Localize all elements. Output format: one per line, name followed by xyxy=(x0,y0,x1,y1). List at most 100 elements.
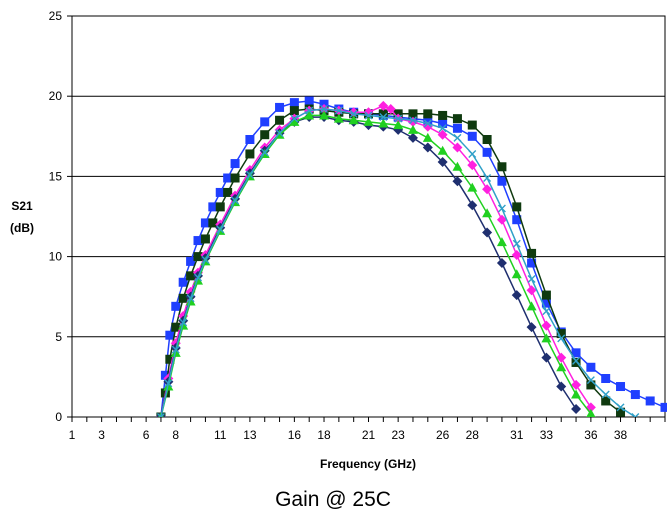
data-point xyxy=(497,162,507,172)
data-point xyxy=(178,277,188,287)
x-tick-label: 36 xyxy=(584,428,598,442)
data-point xyxy=(378,100,389,111)
data-point xyxy=(482,147,492,157)
x-tick-label: 23 xyxy=(391,428,405,442)
data-point xyxy=(483,174,492,182)
data-point xyxy=(178,293,188,303)
data-point xyxy=(452,176,463,187)
y-tick-label: 25 xyxy=(49,9,63,23)
data-point xyxy=(223,187,233,197)
data-point xyxy=(423,119,432,128)
x-tick-label: 18 xyxy=(317,428,331,442)
x-tick-label: 3 xyxy=(98,428,105,442)
data-point xyxy=(208,218,218,228)
data-point xyxy=(438,118,448,128)
data-point xyxy=(541,298,551,308)
data-point xyxy=(541,333,552,343)
data-point xyxy=(319,110,330,120)
data-point xyxy=(164,379,173,388)
data-point xyxy=(452,123,462,133)
data-point xyxy=(215,187,225,197)
data-point xyxy=(526,322,537,333)
data-point xyxy=(452,142,463,153)
data-point xyxy=(186,256,196,266)
data-point xyxy=(364,111,373,120)
data-point xyxy=(260,148,269,157)
chart-caption: Gain @ 25C xyxy=(275,488,391,511)
data-point xyxy=(160,370,170,380)
series-6 xyxy=(156,105,640,417)
data-point xyxy=(571,379,582,390)
data-point xyxy=(422,132,433,142)
data-point xyxy=(467,131,477,141)
data-point xyxy=(379,113,388,122)
data-point xyxy=(305,106,314,115)
data-point xyxy=(452,161,463,171)
data-point xyxy=(527,258,537,268)
data-point xyxy=(645,396,655,406)
data-point xyxy=(245,170,254,179)
data-point xyxy=(193,236,203,246)
data-point xyxy=(631,413,640,417)
data-point xyxy=(408,116,417,125)
data-point xyxy=(194,273,203,282)
data-point xyxy=(208,202,218,212)
x-tick-label: 33 xyxy=(540,428,554,442)
data-point xyxy=(541,320,552,331)
data-point xyxy=(200,234,210,244)
data-point xyxy=(201,255,210,264)
series-1 xyxy=(156,96,667,417)
data-point xyxy=(385,104,396,115)
data-point xyxy=(289,98,299,108)
data-point xyxy=(482,135,492,145)
data-point xyxy=(378,109,388,119)
data-point xyxy=(408,109,418,119)
axes xyxy=(67,15,666,422)
data-point xyxy=(437,145,448,155)
data-point xyxy=(526,285,537,296)
data-point xyxy=(423,115,433,125)
data-point xyxy=(230,159,240,169)
x-tick-label: 31 xyxy=(510,428,524,442)
data-point xyxy=(556,362,567,372)
data-point xyxy=(320,105,329,114)
data-point xyxy=(512,215,522,225)
data-point xyxy=(156,413,165,417)
data-point xyxy=(556,329,566,339)
data-point xyxy=(541,290,551,300)
data-point xyxy=(231,196,240,205)
data-point xyxy=(616,382,626,392)
data-point xyxy=(482,184,493,195)
data-point xyxy=(179,318,188,327)
data-point xyxy=(527,275,536,284)
data-point xyxy=(571,357,581,367)
data-point xyxy=(393,120,404,130)
data-point xyxy=(171,345,180,354)
series-line xyxy=(160,108,636,417)
x-tick-label: 11 xyxy=(214,428,227,442)
data-point xyxy=(333,113,344,123)
data-point xyxy=(215,202,225,212)
data-point xyxy=(571,403,582,414)
x-tick-label: 8 xyxy=(172,428,179,442)
data-point xyxy=(557,334,566,343)
data-point xyxy=(165,354,175,364)
data-point xyxy=(586,380,596,390)
data-point xyxy=(290,114,299,123)
data-point xyxy=(200,218,210,228)
data-point xyxy=(467,182,478,192)
data-point xyxy=(289,116,300,126)
data-point xyxy=(467,120,477,130)
data-point xyxy=(497,204,506,213)
data-point xyxy=(496,258,507,269)
data-point xyxy=(334,106,343,115)
data-point xyxy=(511,269,522,279)
data-series xyxy=(155,96,667,417)
data-point xyxy=(216,225,225,234)
x-tick-label: 21 xyxy=(362,428,376,442)
data-point xyxy=(230,173,240,183)
data-point xyxy=(556,352,567,363)
data-point xyxy=(304,96,314,106)
x-tick-label: 38 xyxy=(614,428,628,442)
